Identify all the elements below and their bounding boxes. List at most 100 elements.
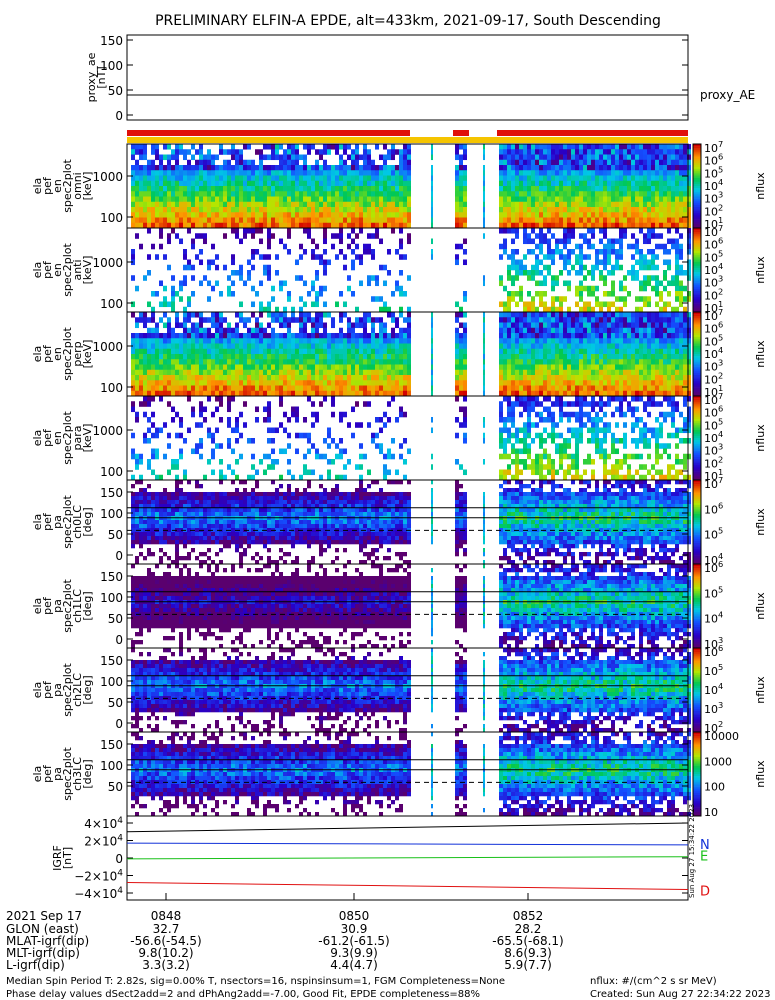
science-bar-red [127, 130, 688, 136]
y-tick-label: 0 [115, 852, 123, 866]
footer-line-1: Median Spin Period T: 2.82s, sig=0.00% T… [6, 976, 506, 987]
footer-created: Created: Sun Aug 27 22:34:22 2023 [590, 989, 771, 1000]
colorbar-tick: 105 [704, 584, 723, 600]
proxy-ae-label: proxy_AE [700, 88, 755, 102]
y-tick-label: 100 [100, 591, 123, 605]
y-axis-label: proxy_ae[nT] [85, 52, 108, 102]
y-tick-label: 1000 [92, 170, 123, 184]
panel-y-labels: 150100500proxy_ae[nT]1000100elapefenspec… [31, 34, 123, 901]
y-axis-label: IGRF[nT] [51, 845, 74, 871]
date-label: 2021 Sep 17 [6, 909, 82, 923]
igrf-series-line [126, 842, 689, 846]
y-tick-label: 100 [100, 507, 123, 521]
colorbar-label: nflux [754, 676, 767, 704]
colorbar-tick: 105 [704, 662, 723, 678]
igrf-series-line [126, 856, 689, 860]
spectrogram-en2 [131, 312, 691, 397]
orbit-row-label: GLON (east) [6, 922, 79, 936]
y-axis-label: elapefpaspec2plotch3LC[deg] [31, 747, 94, 801]
y-tick-label: 150 [100, 570, 123, 584]
colorbar-label: nflux [754, 424, 767, 452]
y-tick-label: 2×104 [84, 834, 123, 849]
x-tick-label: 0850 [339, 909, 370, 923]
spectrogram-pa2 [127, 648, 691, 733]
igrf-series-line [126, 882, 689, 890]
spectrogram-en0 [131, 144, 691, 229]
colorbar-label: nflux [754, 508, 767, 536]
orbit-row-value: 3.3(3.2) [142, 958, 190, 972]
y-tick-label: 50 [108, 696, 123, 710]
y-tick-label: 100 [100, 297, 123, 311]
y-axis-label: elapefenspec2plotomni[keV] [31, 159, 94, 213]
igrf-series-label: N [700, 838, 710, 853]
x-tick-label: 0852 [513, 909, 544, 923]
y-tick-label: 100 [100, 465, 123, 479]
y-axis-label: elapefenspec2plotanti[keV] [31, 243, 94, 297]
orbit-row-value: 28.2 [515, 922, 542, 936]
colorbar-tick: 106 [704, 559, 723, 575]
colorbar-tick: 104 [704, 610, 723, 626]
orbit-row-value: -61.2(-61.5) [318, 934, 389, 948]
orbit-row-label: MLAT-igrf(dip) [6, 934, 89, 948]
orbit-row-value: -65.5(-68.1) [492, 934, 563, 948]
y-tick-label: 50 [108, 528, 123, 542]
colorbar-label: nflux [754, 592, 767, 620]
y-tick-label: 100 [100, 211, 123, 225]
spectrogram-panels [127, 144, 691, 817]
orbit-row-value: -56.6(-54.5) [130, 934, 201, 948]
igrf-series-line [126, 822, 689, 833]
colorbar-tick: 104 [704, 681, 723, 697]
orbit-row-value: 9.3(9.9) [330, 946, 378, 960]
colorbar-tick: 106 [704, 643, 723, 659]
colorbar-tick: 100 [704, 781, 725, 794]
colorbar-tick: 10 [704, 806, 718, 819]
science-bar-yellow [127, 137, 688, 143]
y-axis-label: elapefpaspec2plotch1LC[deg] [31, 579, 94, 633]
spectrogram-pa3 [127, 732, 691, 817]
orbit-row-value: 4.4(4.7) [330, 958, 378, 972]
y-tick-label: 1000 [92, 340, 123, 354]
colorbar-pa3: 10000 1000 100 10 nflux [692, 730, 767, 819]
y-tick-label: 0 [115, 549, 123, 563]
footer-line-2: Phase delay values dSect2add=2 and dPhAn… [6, 989, 481, 1000]
colorbar-label: nflux [754, 340, 767, 368]
science-zone-bars [127, 130, 688, 143]
x-tick-label: 0848 [151, 909, 182, 923]
panel-frames [126, 34, 689, 901]
orbit-row-value: 5.9(7.7) [504, 958, 552, 972]
colorbar-tick: 103 [704, 700, 723, 716]
y-tick-label: 1000 [92, 424, 123, 438]
y-tick-label: 150 [100, 738, 123, 752]
colorbar-tick: 1000 [704, 755, 732, 768]
colorbar-label: nflux [754, 256, 767, 284]
y-axis-label: elapefpaspec2plotch0LC[deg] [31, 495, 94, 549]
footer-units: nflux: #/(cm^2 s sr MeV) [590, 976, 717, 987]
y-tick-label: 100 [100, 59, 123, 73]
science-bar-gap [469, 130, 497, 136]
panel-frame [126, 34, 689, 121]
igrf-series-label: D [700, 885, 710, 900]
y-tick-label: 150 [100, 486, 123, 500]
colorbar-tick: 10000 [704, 730, 739, 743]
colorbars: 107106105104103102101nflux10710610510410… [692, 139, 767, 819]
colorbar-tick: 107 [704, 475, 723, 491]
orbit-row-value: 32.7 [153, 922, 180, 936]
y-tick-label: 150 [100, 654, 123, 668]
y-tick-label: 1000 [92, 256, 123, 270]
science-bar-gap [410, 130, 453, 136]
y-tick-label: −2×104 [74, 869, 123, 884]
y-axis-label: elapefpaspec2plotch2LC[deg] [31, 663, 94, 717]
plot-title: PRELIMINARY ELFIN-A EPDE, alt=433km, 202… [155, 13, 661, 29]
y-tick-label: 100 [100, 675, 123, 689]
spectrogram-en1 [131, 228, 691, 313]
spectrogram-pa1 [127, 564, 691, 649]
colorbar-tick: 105 [704, 526, 723, 542]
y-axis-label: elapefenspec2plotpara[keV] [31, 411, 94, 465]
orbit-row-value: 30.9 [341, 922, 368, 936]
